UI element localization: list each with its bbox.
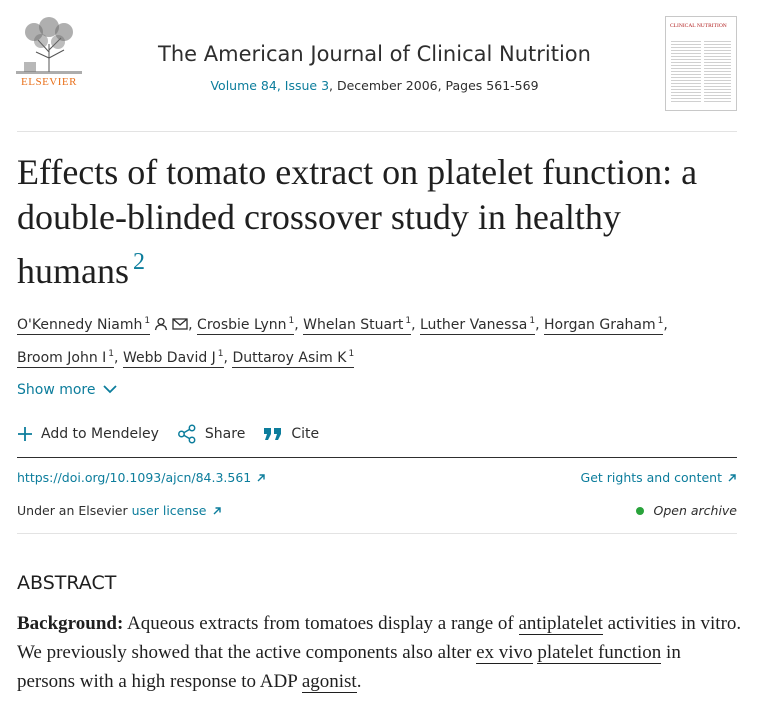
external-link-icon <box>728 474 736 482</box>
external-link-icon <box>213 507 221 515</box>
license-prefix: Under an Elsevier <box>17 503 132 518</box>
abstract-text: Aqueous extracts from tomatoes display a… <box>123 613 519 634</box>
show-more-label: Show more <box>17 382 96 398</box>
doi-text: https://doi.org/10.1093/ajcn/84.3.561 <box>17 470 252 485</box>
author-name: O'Kennedy Niamh <box>17 317 143 333</box>
article-title: Effects of tomato extract on platelet fu… <box>17 150 737 294</box>
volume-issue-line: Volume 84, Issue 3, December 2006, Pages… <box>82 78 667 93</box>
abstract-heading: ABSTRACT <box>17 572 117 594</box>
topic-link-platelet-function[interactable]: platelet function <box>537 642 662 664</box>
publisher-name: ELSEVIER <box>21 76 77 88</box>
volume-issue-link[interactable]: Volume 84, Issue 3 <box>210 78 330 93</box>
share-icon <box>177 424 196 444</box>
elsevier-logo[interactable]: ELSEVIER <box>16 16 82 90</box>
plus-icon <box>18 427 32 441</box>
author-affiliation: 1 <box>288 316 295 326</box>
author-link[interactable]: O'Kennedy Niamh 1 <box>17 316 151 335</box>
author-link[interactable]: Whelan Stuart 1 <box>303 316 412 335</box>
topic-link-ex-vivo[interactable]: ex vivo <box>476 642 533 664</box>
article-title-text: Effects of tomato extract on platelet fu… <box>17 152 698 291</box>
journal-cover-thumbnail[interactable]: CLINICAL NUTRITION <box>665 16 737 111</box>
add-to-mendeley-button[interactable]: Add to Mendeley <box>17 426 159 442</box>
status-dot-icon <box>636 506 645 515</box>
author-affiliation: 1 <box>657 316 664 326</box>
abstract-paragraph: Background: Aqueous extracts from tomato… <box>17 609 742 696</box>
chevron-down-icon <box>102 385 117 394</box>
author-affiliation: 1 <box>144 316 151 326</box>
doi-link[interactable]: https://doi.org/10.1093/ajcn/84.3.561 <box>17 470 266 485</box>
author-link[interactable]: Luther Vanessa 1 <box>420 316 536 335</box>
topic-link-agonist[interactable]: agonist <box>301 671 357 693</box>
topic-link-antiplatelet[interactable]: antiplatelet <box>518 613 603 635</box>
email-icon[interactable] <box>172 317 188 331</box>
get-rights-label: Get rights and content <box>580 470 722 485</box>
cite-button[interactable]: Cite <box>263 426 319 442</box>
person-icon[interactable] <box>154 317 168 331</box>
author-name: Webb David J <box>122 350 216 366</box>
add-to-mendeley-label: Add to Mendeley <box>41 426 159 442</box>
issue-details: , December 2006, Pages 561-569 <box>329 78 539 93</box>
article-actions: Add to Mendeley Share Cite <box>17 424 337 444</box>
author-affiliation: 1 <box>108 349 115 359</box>
open-archive-badge: Open archive <box>636 503 737 518</box>
divider <box>17 131 737 132</box>
license-line: Under an Elsevier user license <box>17 503 222 518</box>
author-name: Luther Vanessa <box>420 317 528 333</box>
divider <box>17 457 737 458</box>
author-affiliation: 1 <box>405 316 412 326</box>
author-link[interactable]: Crosbie Lynn 1 <box>197 316 295 335</box>
cover-text-lines <box>671 39 731 104</box>
open-archive-label: Open archive <box>653 503 737 518</box>
external-link-icon <box>257 474 265 482</box>
user-license-link[interactable]: user license <box>132 503 222 518</box>
author-name: Broom John I <box>17 350 107 366</box>
elsevier-tree-icon <box>16 16 82 74</box>
author-name: Horgan Graham <box>543 317 656 333</box>
author-list: O'Kennedy Niamh 1, Crosbie Lynn 1, Whelan … <box>17 314 668 368</box>
author-name: Crosbie Lynn <box>197 317 287 333</box>
show-more-button[interactable]: Show more <box>17 381 118 398</box>
author-affiliation: 1 <box>217 349 224 359</box>
cover-title: CLINICAL NUTRITION <box>670 23 727 29</box>
author-name: Duttaroy Asim K <box>232 350 347 366</box>
user-license-label: user license <box>131 503 207 518</box>
share-label: Share <box>204 426 246 442</box>
abstract-text: . <box>356 671 362 692</box>
get-rights-link[interactable]: Get rights and content <box>581 470 737 485</box>
abstract-text: in persons with a high response to ADP <box>17 642 681 692</box>
author-affiliation: 1 <box>348 349 355 359</box>
cite-label: Cite <box>291 426 320 442</box>
author-name: Whelan Stuart <box>303 317 404 333</box>
author-contact-icons <box>154 314 188 341</box>
abstract-background-label: Background: <box>17 613 124 634</box>
abstract-text: activities in vitro. We previously showe… <box>17 613 742 663</box>
divider <box>17 533 737 534</box>
journal-title[interactable]: The American Journal of Clinical Nutriti… <box>158 42 591 66</box>
share-button[interactable]: Share <box>177 424 245 444</box>
author-affiliation: 1 <box>529 316 536 326</box>
quote-icon <box>264 428 282 440</box>
author-link[interactable]: Horgan Graham 1 <box>543 316 664 335</box>
title-footnote-link[interactable]: 2 <box>133 249 145 275</box>
